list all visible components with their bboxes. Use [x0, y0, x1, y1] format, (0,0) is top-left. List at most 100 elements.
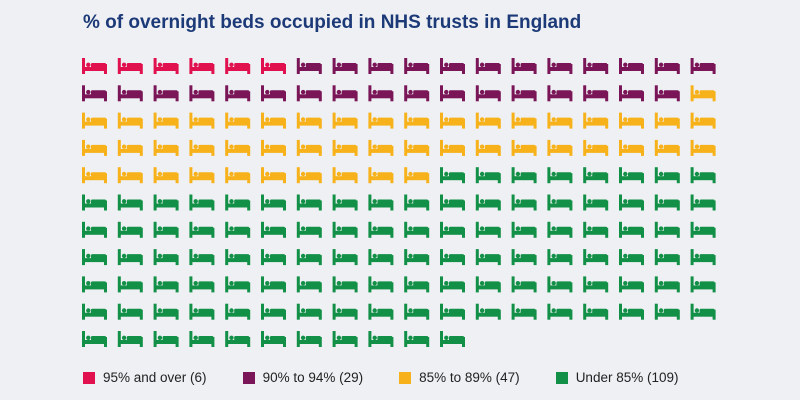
- bed-icon: [153, 58, 179, 74]
- bed-icon: [332, 221, 358, 238]
- bed-icon: [404, 139, 430, 156]
- bed-icon: [296, 112, 322, 129]
- bed-icon: [619, 276, 644, 293]
- bed-icon: [654, 85, 680, 102]
- bed-icon: [153, 221, 179, 238]
- legend-item-under-85: Under 85% (109): [555, 370, 679, 385]
- chart-title: % of overnight beds occupied in NHS trus…: [83, 12, 582, 33]
- waffle-chart: [82, 58, 716, 347]
- bed-icon: [654, 303, 680, 320]
- bed-icon: [690, 112, 716, 129]
- bed-icon: [82, 58, 107, 74]
- bed-icon: [225, 112, 251, 129]
- bed-icon: [261, 85, 286, 102]
- bed-icon: [654, 276, 680, 293]
- bed-icon: [404, 85, 430, 102]
- bed-icon: [547, 303, 573, 320]
- bed-icon: [511, 249, 537, 266]
- bed-icon: [261, 249, 286, 266]
- bed-icon: [654, 249, 680, 266]
- bed-icon: [654, 194, 680, 211]
- bed-icon: [654, 139, 680, 156]
- bed-icon: [368, 167, 394, 184]
- bed-icon: [690, 276, 716, 293]
- bed-icon: [332, 249, 358, 266]
- bed-icon: [332, 58, 358, 74]
- bed-icon: [117, 276, 143, 293]
- bed-icon: [654, 221, 680, 238]
- bed-icon: [583, 85, 609, 102]
- bed-icon: [296, 249, 322, 266]
- bed-icon: [547, 58, 573, 74]
- bed-icon: [511, 276, 537, 293]
- bed-icon: [261, 58, 286, 74]
- bed-icon: [189, 303, 215, 320]
- bed-icon: [82, 85, 107, 102]
- bed-icon: [189, 194, 215, 211]
- bed-icon: [261, 194, 286, 211]
- bed-icon: [225, 303, 251, 320]
- bed-icon: [368, 85, 394, 102]
- bed-icon: [225, 276, 251, 293]
- bed-icon: [690, 194, 716, 211]
- bed-icon: [296, 276, 322, 293]
- bed-icon: [153, 85, 179, 102]
- bed-icon: [332, 276, 358, 293]
- bed-icon: [153, 276, 179, 293]
- bed-icon: [368, 194, 394, 211]
- bed-icon: [619, 139, 644, 156]
- bed-icon: [440, 331, 465, 347]
- bed-icon: [189, 112, 215, 129]
- bed-icon: [475, 303, 501, 320]
- legend-item-90-to-94: 90% to 94% (29): [242, 370, 363, 385]
- bed-icon: [189, 139, 215, 156]
- bed-icon: [404, 194, 430, 211]
- bed-icon: [82, 139, 107, 156]
- bed-icon: [117, 139, 143, 156]
- bed-icon: [332, 331, 358, 347]
- legend-item-95-and-over: 95% and over (6): [83, 370, 207, 385]
- bed-icon: [189, 85, 215, 102]
- bed-icon: [511, 139, 537, 156]
- bed-icon: [404, 331, 430, 347]
- bed-icon: [404, 303, 430, 320]
- bed-icon: [690, 85, 716, 102]
- bed-icon: [225, 221, 251, 238]
- bed-icon: [189, 276, 215, 293]
- bed-icon: [225, 194, 251, 211]
- bed-icon: [475, 194, 501, 211]
- bed-icon: [82, 276, 107, 293]
- bed-icon: [475, 167, 501, 184]
- bed-icon: [511, 194, 537, 211]
- bed-icon: [619, 85, 644, 102]
- bed-icon: [404, 112, 430, 129]
- bed-icon: [117, 249, 143, 266]
- bed-icon: [153, 249, 179, 266]
- bed-icon: [619, 221, 644, 238]
- bed-icon: [511, 221, 537, 238]
- bed-icon: [225, 331, 251, 347]
- bed-icon: [440, 85, 465, 102]
- bed-icon: [261, 139, 286, 156]
- bed-icon: [547, 85, 573, 102]
- bed-icon: [368, 303, 394, 320]
- bed-icon: [332, 303, 358, 320]
- legend-swatch: [242, 371, 255, 384]
- bed-icon: [440, 58, 465, 74]
- bed-icon: [261, 112, 286, 129]
- bed-icon: [153, 167, 179, 184]
- bed-icon: [583, 139, 609, 156]
- bed-icon: [368, 276, 394, 293]
- bed-icon: [475, 58, 501, 74]
- bed-icon: [332, 194, 358, 211]
- bed-icon: [583, 249, 609, 266]
- bed-icon: [547, 194, 573, 211]
- bed-icon: [82, 167, 107, 184]
- bed-icon: [404, 167, 430, 184]
- bed-icon: [511, 112, 537, 129]
- bed-icon: [368, 249, 394, 266]
- bed-icon: [153, 303, 179, 320]
- bed-icon: [475, 112, 501, 129]
- bed-icon: [117, 112, 143, 129]
- bed-icon: [475, 221, 501, 238]
